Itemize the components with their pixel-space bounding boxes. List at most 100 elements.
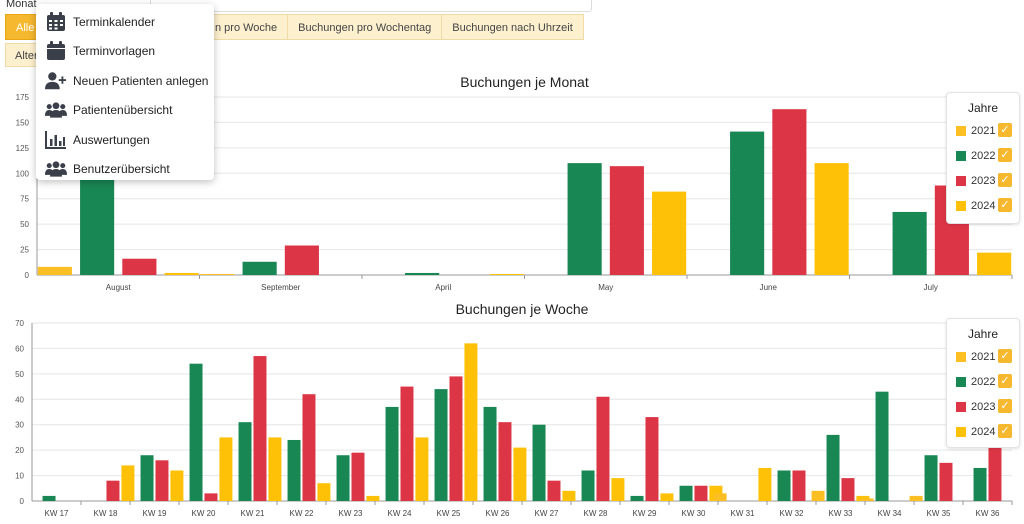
bar-2022-kw-23[interactable] <box>336 455 350 501</box>
menu-item-auswertungen[interactable]: Auswertungen <box>36 125 214 154</box>
bar-2023-kw-21[interactable] <box>253 356 267 501</box>
bar-2024-kw-28[interactable] <box>611 478 625 501</box>
bar-2022-july[interactable] <box>892 211 927 275</box>
bar-2024-kw-24[interactable] <box>415 437 429 501</box>
bar-2022-kw-33[interactable] <box>826 434 840 501</box>
bar-2024-kw-31[interactable] <box>758 467 772 501</box>
bar-2023-kw-25[interactable] <box>449 376 463 501</box>
bar-2022-kw-20[interactable] <box>189 363 203 501</box>
bar-2021-kw-34[interactable] <box>860 498 874 501</box>
bar-2024-kw-27[interactable] <box>562 490 576 501</box>
menu-item-terminvorlagen[interactable]: Terminvorlagen <box>36 36 214 65</box>
bar-2022-kw-29[interactable] <box>630 495 644 501</box>
menu-item-neuer-patient[interactable]: Neuen Patienten anlegen <box>36 66 214 95</box>
bar-2024-april[interactable] <box>489 273 524 275</box>
bar-2024-may[interactable] <box>652 191 687 275</box>
bar-2023-kw-24[interactable] <box>400 386 414 501</box>
bar-2022-april[interactable] <box>405 272 440 275</box>
legend-title: Jahre <box>967 327 999 341</box>
bar-2022-kw-36[interactable] <box>973 467 987 501</box>
bar-2023-kw-27[interactable] <box>547 480 561 501</box>
filter-select[interactable] <box>150 0 592 12</box>
bar-2024-kw-29[interactable] <box>660 493 674 501</box>
bar-2022-kw-32[interactable] <box>777 470 791 501</box>
tab-pro-wochentag[interactable]: Buchungen pro Wochentag <box>287 14 443 40</box>
checkbox-checked-icon[interactable]: ✓ <box>998 123 1012 137</box>
bar-2024-kw-26[interactable] <box>513 447 527 501</box>
x-tick-label: KW 26 <box>485 509 510 518</box>
legend-label: 2023 <box>971 401 996 413</box>
y-tick-label: 0 <box>20 497 25 506</box>
y-tick-label: 20 <box>15 446 24 455</box>
bar-2021-september[interactable] <box>200 273 235 275</box>
bar-2023-kw-22[interactable] <box>302 394 316 501</box>
bar-2024-kw-20[interactable] <box>219 437 233 501</box>
checkbox-checked-icon[interactable]: ✓ <box>998 349 1012 363</box>
y-tick-label: 75 <box>20 195 29 204</box>
y-tick-label: 60 <box>15 344 24 353</box>
bar-2023-june[interactable] <box>772 109 807 275</box>
bar-2022-kw-27[interactable] <box>532 424 546 501</box>
menu-item-benutzeruebersicht[interactable]: Benutzerübersicht <box>36 154 214 183</box>
bar-2021-august[interactable] <box>37 266 72 275</box>
bar-2023-september[interactable] <box>284 245 319 275</box>
bar-2023-kw-19[interactable] <box>155 460 169 501</box>
filter-label: Monat <box>6 0 37 10</box>
bar-2022-kw-34[interactable] <box>875 391 889 501</box>
checkbox-checked-icon[interactable]: ✓ <box>998 148 1012 162</box>
bar-2023-kw-23[interactable] <box>351 452 365 501</box>
bar-2023-kw-32[interactable] <box>792 470 806 501</box>
x-tick-label: KW 21 <box>240 509 265 518</box>
bar-2023-kw-36[interactable] <box>988 447 1002 501</box>
bar-2023-may[interactable] <box>609 166 644 275</box>
bar-2022-august[interactable] <box>80 177 115 275</box>
bar-2023-kw-18[interactable] <box>106 480 120 501</box>
checkbox-checked-icon[interactable]: ✓ <box>998 374 1012 388</box>
checkbox-checked-icon[interactable]: ✓ <box>998 399 1012 413</box>
bar-2023-kw-20[interactable] <box>204 493 218 501</box>
chart-title: Buchungen je Monat <box>460 74 589 90</box>
tab-pro-woche[interactable]: n pro Woche <box>204 14 289 40</box>
menu-item-terminkalender[interactable]: Terminkalender <box>36 7 214 36</box>
bar-2022-kw-17[interactable] <box>42 495 56 501</box>
bar-2022-kw-35[interactable] <box>924 455 938 501</box>
bar-2024-august[interactable] <box>164 272 199 275</box>
checkbox-checked-icon[interactable]: ✓ <box>998 173 1012 187</box>
bar-2023-kw-30[interactable] <box>694 485 708 501</box>
bar-2024-kw-23[interactable] <box>366 495 380 501</box>
bar-2022-may[interactable] <box>567 163 602 275</box>
bar-2024-kw-18[interactable] <box>121 465 135 501</box>
tab-alle[interactable]: Alle <box>5 14 37 40</box>
bar-2022-kw-19[interactable] <box>140 455 154 501</box>
bar-2023-kw-33[interactable] <box>841 478 855 501</box>
bar-2024-kw-22[interactable] <box>317 483 331 501</box>
bar-2022-september[interactable] <box>242 261 277 275</box>
bar-2024-kw-25[interactable] <box>464 343 478 501</box>
bar-2023-kw-28[interactable] <box>596 396 610 501</box>
bar-2022-kw-26[interactable] <box>483 406 497 501</box>
bar-2021-kw-31[interactable] <box>713 493 727 501</box>
bar-2021-kw-33[interactable] <box>811 490 825 501</box>
bar-2024-june[interactable] <box>814 163 849 275</box>
bar-2024-kw-21[interactable] <box>268 437 282 501</box>
bar-2024-kw-19[interactable] <box>170 470 184 501</box>
legend-swatch <box>956 377 966 387</box>
bar-2023-kw-35[interactable] <box>939 462 953 501</box>
bar-2022-kw-25[interactable] <box>434 389 448 501</box>
bar-2021-kw-35[interactable] <box>909 495 923 501</box>
bar-2022-june[interactable] <box>730 131 765 275</box>
checkbox-checked-icon[interactable]: ✓ <box>998 198 1012 212</box>
bar-2023-kw-29[interactable] <box>645 417 659 501</box>
bar-2022-kw-22[interactable] <box>287 439 301 501</box>
bar-2022-kw-30[interactable] <box>679 485 693 501</box>
checkbox-checked-icon[interactable]: ✓ <box>998 424 1012 438</box>
menu-item-patientenuebersicht[interactable]: Patientenübersicht <box>36 95 214 124</box>
bar-2022-kw-21[interactable] <box>238 422 252 501</box>
y-tick-label: 100 <box>16 169 30 178</box>
tab-nach-uhrzeit[interactable]: Buchungen nach Uhrzeit <box>441 14 584 40</box>
bar-2023-august[interactable] <box>122 258 157 275</box>
bar-2022-kw-24[interactable] <box>385 406 399 501</box>
bar-2024-july[interactable] <box>977 252 1012 275</box>
bar-2023-kw-26[interactable] <box>498 422 512 501</box>
bar-2022-kw-28[interactable] <box>581 470 595 501</box>
